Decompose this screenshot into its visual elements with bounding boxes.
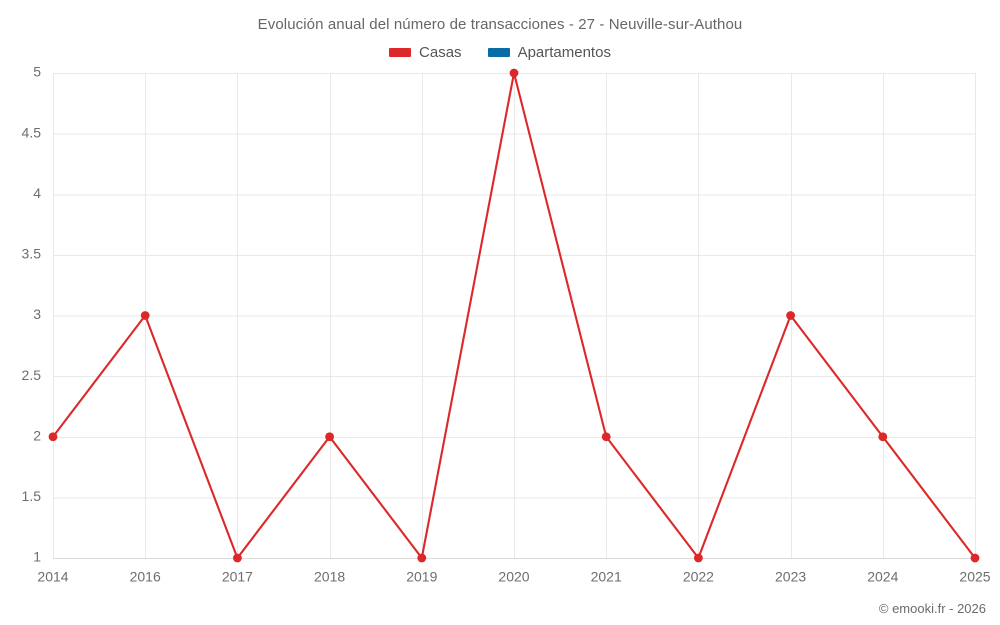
x-tick-label: 2022	[683, 568, 714, 584]
x-axis-ticks: 2014 2016 2017 2018 2019 2020 2021 2022 2023 2024…	[37, 568, 990, 584]
legend-item-apartamentos[interactable]: Apartamentos	[487, 44, 611, 61]
legend-item-casas[interactable]: Casas	[389, 44, 462, 61]
x-tick-label: 2014	[37, 568, 68, 584]
gridlines	[53, 73, 976, 559]
chart-title: Evolución anual del número de transaccio…	[257, 16, 743, 33]
x-tick-label: 2016	[130, 568, 161, 584]
data-point[interactable]	[233, 553, 242, 563]
data-series	[48, 68, 980, 563]
x-tick-label: 2018	[314, 568, 345, 584]
y-axis-ticks: 1 1.5 2 2.5 3 3.5 4 4.5 5	[22, 64, 42, 565]
y-tick-label: 2.5	[22, 367, 42, 383]
y-tick-label: 4.5	[22, 124, 42, 140]
data-point[interactable]	[140, 311, 150, 320]
y-tick-label: 4	[33, 185, 41, 201]
legend-swatch-apartamentos	[487, 48, 510, 57]
legend-label-apartamentos: Apartamentos	[517, 44, 611, 61]
x-tick-label: 2024	[867, 568, 898, 584]
y-tick-label: 3.5	[22, 246, 42, 262]
y-tick-label: 2	[33, 427, 41, 443]
x-tick-label: 2023	[775, 568, 806, 584]
data-point[interactable]	[325, 432, 334, 442]
credit-text: © emooki.fr - 2026	[878, 601, 986, 616]
data-point[interactable]	[786, 311, 795, 320]
data-point[interactable]	[48, 432, 58, 442]
data-point[interactable]	[509, 68, 519, 78]
data-point[interactable]	[694, 553, 703, 563]
x-tick-label: 2017	[222, 568, 253, 584]
y-tick-label: 5	[33, 64, 41, 80]
data-point[interactable]	[878, 432, 888, 442]
data-point[interactable]	[970, 553, 980, 563]
y-tick-label: 1.5	[22, 488, 42, 504]
x-tick-label: 2020	[498, 568, 529, 584]
x-tick-label: 2021	[591, 568, 622, 584]
data-point[interactable]	[417, 553, 427, 563]
chart-legend: Casas Apartamentos	[0, 44, 1000, 61]
y-tick-label: 1	[33, 549, 41, 565]
x-tick-label: 2019	[406, 568, 437, 584]
legend-label-casas: Casas	[419, 44, 462, 61]
data-point[interactable]	[601, 432, 611, 442]
y-tick-label: 3	[33, 306, 41, 322]
legend-swatch-casas	[389, 48, 412, 57]
x-tick-label: 2025	[959, 568, 990, 584]
